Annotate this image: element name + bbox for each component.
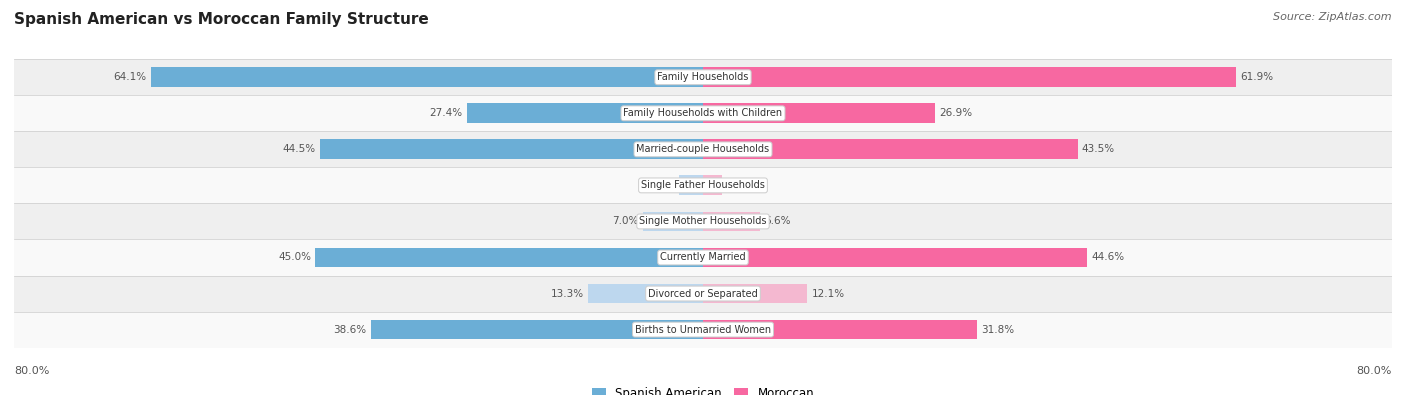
Bar bbox=[703, 212, 759, 231]
Bar bbox=[14, 239, 1392, 276]
Bar bbox=[703, 248, 1087, 267]
Bar bbox=[703, 103, 935, 123]
Text: Source: ZipAtlas.com: Source: ZipAtlas.com bbox=[1274, 12, 1392, 22]
Bar bbox=[703, 175, 721, 195]
Bar bbox=[703, 139, 1077, 159]
Bar bbox=[467, 103, 703, 123]
Bar bbox=[14, 132, 1392, 167]
Bar bbox=[703, 68, 1236, 87]
Bar bbox=[14, 203, 1392, 239]
Text: 6.6%: 6.6% bbox=[763, 216, 790, 226]
Text: 27.4%: 27.4% bbox=[430, 108, 463, 118]
Text: 45.0%: 45.0% bbox=[278, 252, 311, 263]
Bar bbox=[315, 248, 703, 267]
Bar bbox=[589, 284, 703, 303]
Text: Divorced or Separated: Divorced or Separated bbox=[648, 288, 758, 299]
Text: Family Households: Family Households bbox=[658, 72, 748, 82]
Text: Spanish American vs Moroccan Family Structure: Spanish American vs Moroccan Family Stru… bbox=[14, 12, 429, 27]
Bar bbox=[14, 95, 1392, 132]
Text: 64.1%: 64.1% bbox=[114, 72, 146, 82]
Text: Births to Unmarried Women: Births to Unmarried Women bbox=[636, 325, 770, 335]
Text: 44.5%: 44.5% bbox=[283, 144, 315, 154]
Text: 61.9%: 61.9% bbox=[1240, 72, 1274, 82]
Bar bbox=[703, 284, 807, 303]
Bar bbox=[703, 320, 977, 339]
Text: 80.0%: 80.0% bbox=[1357, 366, 1392, 376]
Text: 44.6%: 44.6% bbox=[1091, 252, 1125, 263]
Text: 2.2%: 2.2% bbox=[727, 181, 752, 190]
Text: 2.8%: 2.8% bbox=[648, 181, 675, 190]
Bar bbox=[14, 312, 1392, 348]
Text: 31.8%: 31.8% bbox=[981, 325, 1014, 335]
Bar bbox=[14, 59, 1392, 95]
Text: Married-couple Households: Married-couple Households bbox=[637, 144, 769, 154]
Text: Single Mother Households: Single Mother Households bbox=[640, 216, 766, 226]
Text: 26.9%: 26.9% bbox=[939, 108, 972, 118]
Text: 13.3%: 13.3% bbox=[551, 288, 583, 299]
Text: 80.0%: 80.0% bbox=[14, 366, 49, 376]
Legend: Spanish American, Moroccan: Spanish American, Moroccan bbox=[588, 383, 818, 395]
Text: 12.1%: 12.1% bbox=[811, 288, 845, 299]
Text: 38.6%: 38.6% bbox=[333, 325, 367, 335]
Text: Currently Married: Currently Married bbox=[661, 252, 745, 263]
Bar bbox=[643, 212, 703, 231]
Text: Family Households with Children: Family Households with Children bbox=[623, 108, 783, 118]
Bar bbox=[371, 320, 703, 339]
Text: 43.5%: 43.5% bbox=[1083, 144, 1115, 154]
Bar bbox=[14, 167, 1392, 203]
Text: Single Father Households: Single Father Households bbox=[641, 181, 765, 190]
Bar bbox=[319, 139, 703, 159]
Bar bbox=[150, 68, 703, 87]
Bar bbox=[679, 175, 703, 195]
Text: 7.0%: 7.0% bbox=[612, 216, 638, 226]
Bar bbox=[14, 276, 1392, 312]
